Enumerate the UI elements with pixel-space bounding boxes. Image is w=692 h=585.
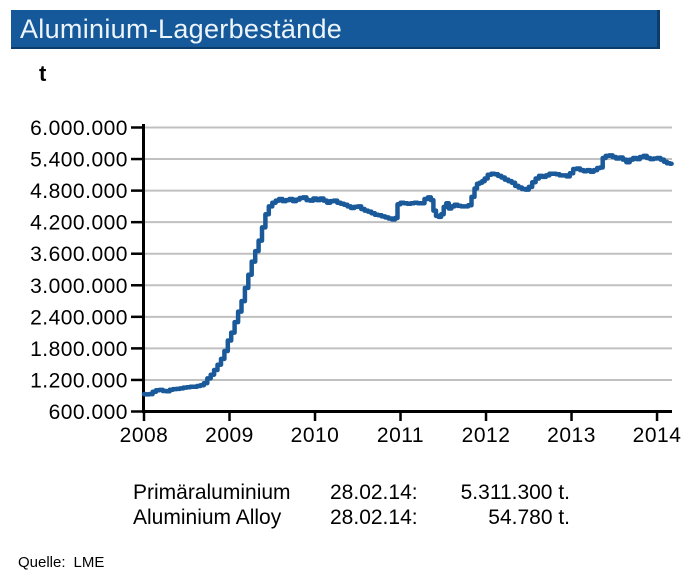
x-tick-label: 2014 bbox=[633, 424, 682, 447]
chart-title: Aluminium-Lagerbestände bbox=[20, 14, 343, 44]
chart-title-bar: Aluminium-Lagerbestände bbox=[11, 10, 660, 49]
source-note: Quelle: LME bbox=[18, 554, 104, 571]
y-tick-label: 3.000.000 bbox=[30, 275, 128, 298]
y-tick-label: 2.400.000 bbox=[30, 306, 128, 329]
y-tick-label: 5.400.000 bbox=[30, 149, 128, 172]
y-tick-label: 6.000.000 bbox=[30, 117, 128, 140]
y-tick-label: 4.800.000 bbox=[30, 180, 128, 203]
legend-row-aluminium-alloy: Aluminium Alloy 28.02.14: 54.780 t. bbox=[133, 505, 570, 530]
source-value: LME bbox=[73, 554, 105, 571]
legend-row-primaraluminium: Primäraluminium 28.02.14: 5.311.300 t. bbox=[133, 480, 570, 505]
x-tick-label: 2009 bbox=[205, 424, 254, 447]
y-tick-label: 4.200.000 bbox=[30, 212, 128, 235]
x-tick-label: 2011 bbox=[377, 424, 424, 447]
x-tick-label: 2012 bbox=[462, 424, 511, 447]
y-tick-label: 600.000 bbox=[49, 401, 128, 424]
series-name: Aluminium Alloy bbox=[133, 506, 282, 529]
y-tick-label: 3.600.000 bbox=[30, 243, 128, 266]
y-tick-label: 1.200.000 bbox=[30, 369, 128, 392]
x-tick-label: 2013 bbox=[547, 424, 596, 447]
x-tick-label: 2010 bbox=[291, 424, 340, 447]
y-axis-unit-label: t bbox=[39, 61, 47, 86]
series-value: 54.780 t. bbox=[488, 506, 570, 529]
series-date: 28.02.14: bbox=[330, 506, 418, 529]
series-value: 5.311.300 t. bbox=[460, 481, 570, 504]
y-tick-label: 1.800.000 bbox=[30, 338, 128, 361]
x-tick-label: 2008 bbox=[120, 424, 169, 447]
series-name: Primäraluminium bbox=[133, 481, 291, 504]
source-label: Quelle: bbox=[18, 554, 66, 571]
series-date: 28.02.14: bbox=[330, 481, 418, 504]
chart-legend: Primäraluminium 28.02.14: 5.311.300 t. A… bbox=[133, 480, 570, 530]
series-line-primäraluminium bbox=[141, 153, 674, 397]
